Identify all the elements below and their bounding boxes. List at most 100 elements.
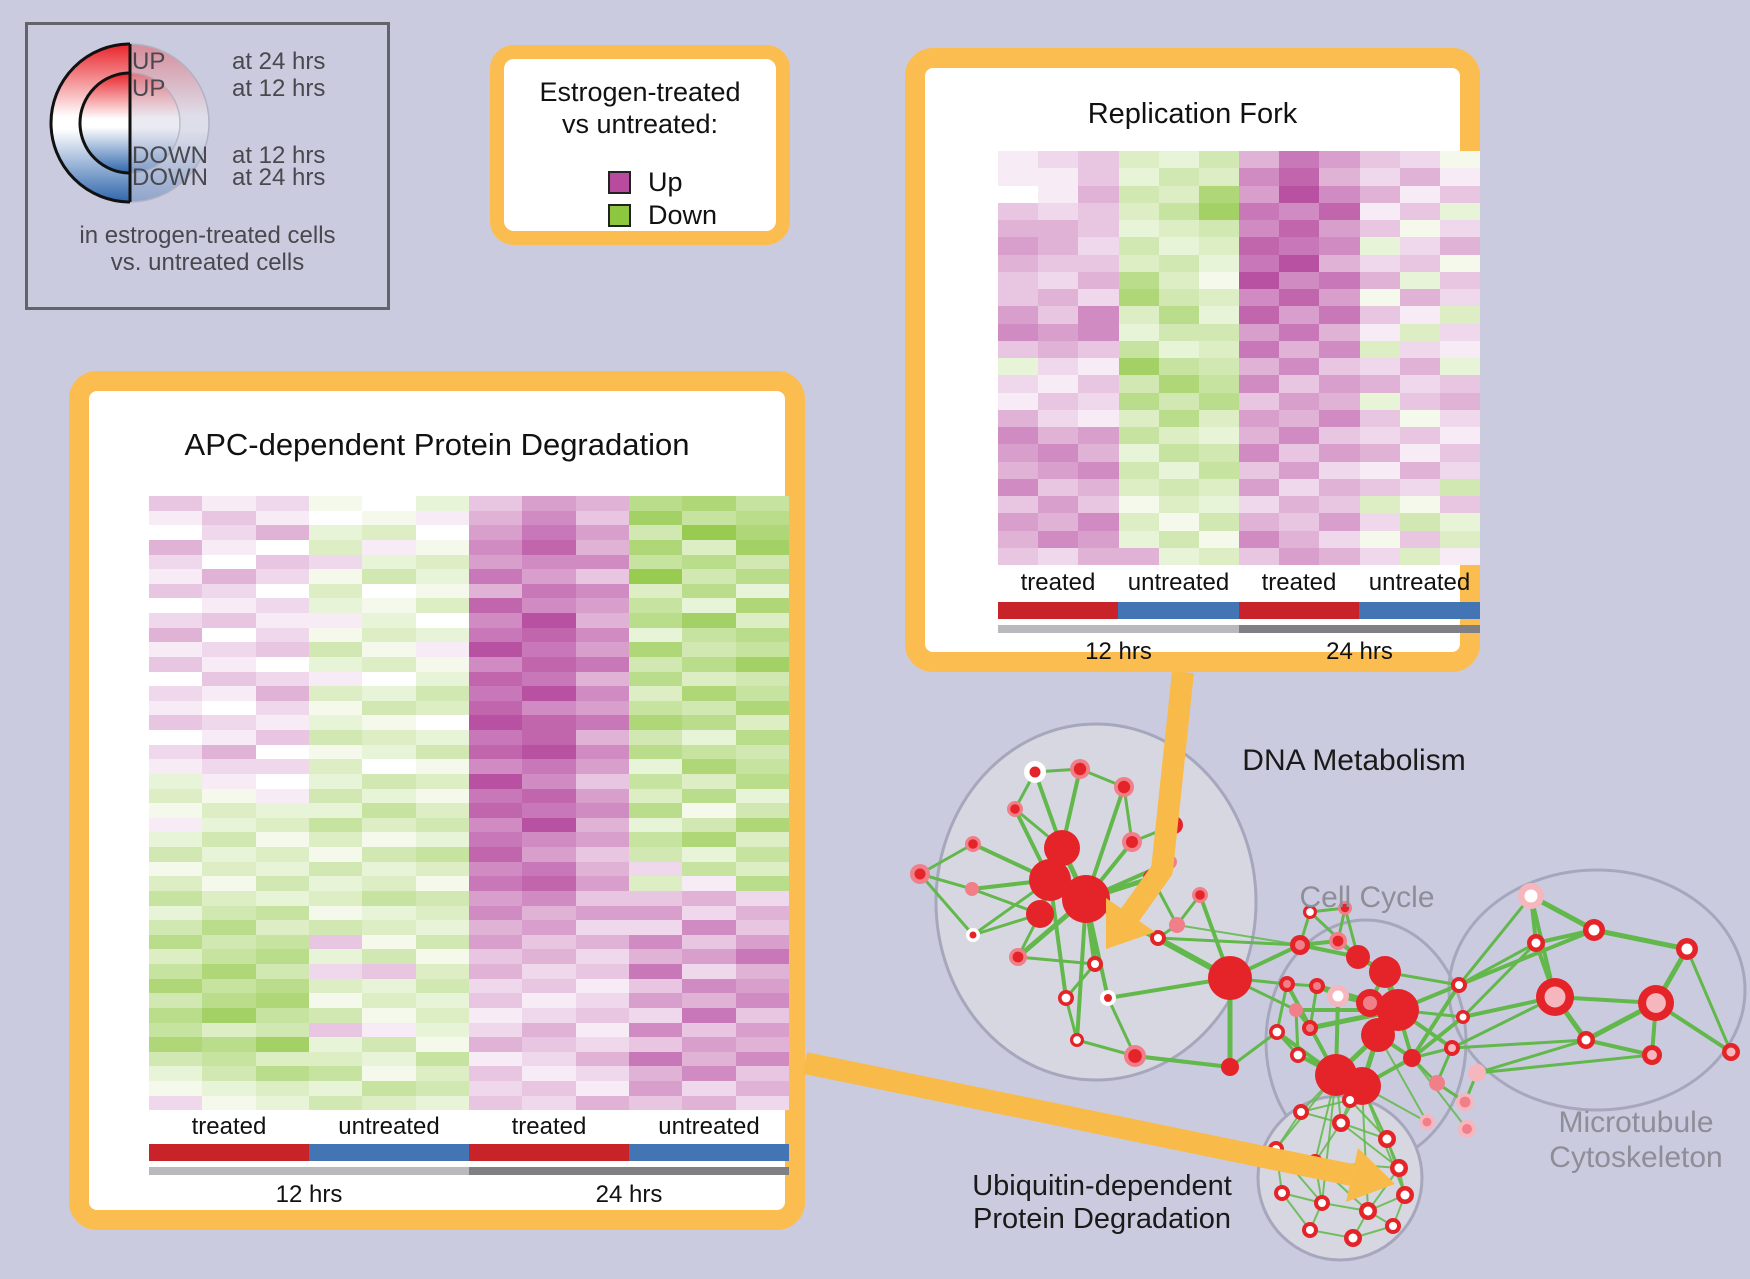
heatmap-cell (522, 539, 576, 555)
heatmap-cell (575, 613, 629, 628)
heatmap-cell (1239, 358, 1280, 376)
heatmap-cell (1038, 392, 1079, 410)
heatmap-cell (149, 788, 203, 804)
heatmap-cell (255, 730, 309, 745)
network-edge (1451, 995, 1556, 1050)
network-node-core (1154, 934, 1162, 942)
heatmap-cell (522, 832, 576, 847)
heatmap-cell (1279, 220, 1320, 238)
network-edge (1084, 898, 1110, 999)
heatmap-cell (522, 1037, 576, 1052)
heatmap-cell (202, 890, 256, 906)
orange-arrow-shaft-1 (802, 1052, 1355, 1186)
heatmap-cell (1078, 220, 1119, 238)
heatmap-cell (1239, 427, 1280, 445)
heatmap-cell (1078, 237, 1119, 255)
heatmap-cell (1359, 185, 1400, 203)
network-edge (1047, 846, 1065, 882)
heatmap-cell (682, 642, 736, 657)
heatmap-cell (998, 220, 1039, 238)
heatmap-cell (255, 890, 309, 906)
heatmap-cell (575, 583, 629, 599)
cluster-circle-3 (1256, 1094, 1424, 1262)
network-node-core (1272, 1027, 1282, 1037)
heatmap-cell (149, 700, 203, 716)
heatmap-cell (1158, 168, 1199, 186)
heatmap-cell (1198, 237, 1240, 255)
heatmap-cell (468, 876, 523, 891)
heatmap-cell (1198, 340, 1240, 358)
network-node-ring (1369, 956, 1401, 988)
heatmap-cell (415, 744, 469, 760)
network-edge (1343, 907, 1360, 958)
heatmap-cell (735, 964, 789, 979)
heatmap-row (149, 554, 789, 570)
network-edge (1085, 897, 1159, 940)
heatmap-cell (415, 510, 469, 526)
heatmap-cell (149, 949, 203, 964)
heatmap-cell (1439, 237, 1481, 255)
heatmap-cell (1158, 547, 1199, 565)
heatmap-cell (575, 832, 629, 847)
heatmap-cell (1439, 306, 1481, 324)
heatmap-cell (308, 1095, 363, 1111)
heatmap-cell (998, 375, 1039, 393)
heatmap-cell (308, 832, 363, 847)
rf-untreated-bar-12 (1118, 602, 1239, 619)
network-node-ring (1342, 1092, 1358, 1108)
heatmap-cell (1158, 323, 1199, 341)
network-edge (1340, 1122, 1388, 1140)
updown-ring-icon (49, 42, 210, 204)
rf-group-label-2: untreated (1127, 569, 1230, 596)
network-node-core (1400, 1190, 1410, 1200)
heatmap-cell (362, 920, 416, 935)
network-edge (1476, 1053, 1653, 1075)
heatmap-row (149, 525, 789, 540)
heatmap-cell (415, 832, 469, 847)
heatmap-cell (1279, 358, 1320, 376)
heatmap-cell (149, 920, 203, 935)
heatmap-cell (628, 978, 683, 994)
heatmap-cell (468, 861, 523, 877)
heatmap-cell (468, 1037, 523, 1052)
heatmap-cell (998, 358, 1039, 376)
heatmap-cell (415, 773, 469, 789)
heatmap-cell (202, 759, 256, 774)
network-node-core (1332, 935, 1344, 947)
network-node-ring (1208, 956, 1252, 1000)
heatmap-cell (522, 759, 576, 774)
apc-12hrs-bar (149, 1167, 469, 1175)
heatmap-row (149, 803, 789, 818)
down-swatch-icon (608, 204, 631, 227)
network-node-core (1348, 1233, 1358, 1243)
heatmap-row (149, 861, 789, 877)
heatmap-cell (1399, 358, 1440, 376)
heatmap-cell (415, 569, 469, 584)
heatmap-cell (1158, 375, 1199, 393)
heatmap-cell (362, 861, 416, 877)
heatmap-cell (522, 1081, 576, 1096)
network-node-ring (1676, 938, 1698, 960)
heatmap-cell (308, 525, 363, 540)
heatmap-cell (522, 1022, 576, 1038)
network-edge (1151, 860, 1171, 880)
heatmap-cell (1439, 496, 1481, 514)
heatmap-cell (628, 1037, 683, 1052)
heatmap-cell (362, 1066, 416, 1081)
heatmap-cell (682, 1037, 736, 1052)
heatmap-cell (735, 788, 789, 804)
network-node-ring (1329, 932, 1347, 950)
network-edge (1384, 970, 1460, 987)
heatmap-cell (1399, 496, 1440, 514)
heatmap-cell (415, 627, 469, 643)
heatmap-row (998, 530, 1481, 548)
heatmap-cell (468, 1095, 523, 1111)
heatmap-cell (149, 1037, 203, 1052)
heatmap-cell (1118, 289, 1159, 307)
heatmap-cell (255, 525, 309, 540)
network-edge (1340, 1099, 1351, 1124)
heatmap-cell (1279, 513, 1320, 531)
heatmap-cell (308, 700, 363, 716)
heatmap-cell (575, 773, 629, 789)
heatmap-cell (202, 496, 256, 511)
